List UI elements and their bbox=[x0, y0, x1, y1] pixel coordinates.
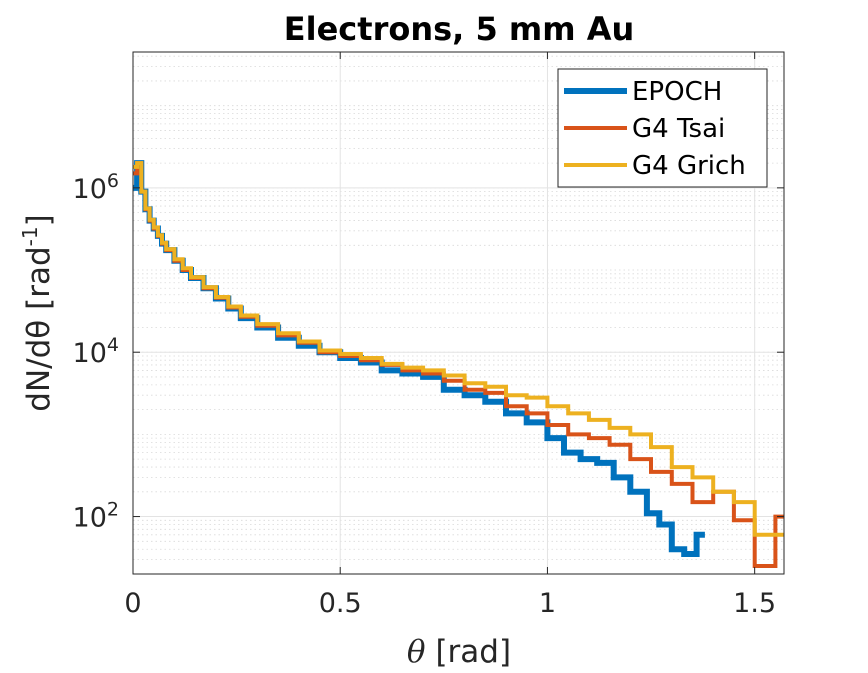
grid bbox=[132, 52, 784, 575]
y-tick-label: 104 bbox=[73, 334, 119, 369]
y-axis-label-close: ] bbox=[21, 214, 57, 226]
y-tick-label: 102 bbox=[73, 499, 119, 534]
series-line-g4-grich bbox=[133, 161, 784, 537]
series-lines bbox=[133, 160, 784, 568]
x-tick-label: 0.5 bbox=[319, 588, 362, 619]
x-tick-label: 1.5 bbox=[733, 588, 776, 619]
y-tick-label: 106 bbox=[73, 170, 119, 205]
legend-label: G4 Grich bbox=[632, 151, 746, 181]
legend-label: EPOCH bbox=[632, 77, 722, 107]
y-axis-label-main: dN/dθ [rad bbox=[21, 246, 57, 411]
plot-frame bbox=[132, 51, 785, 575]
y-axis-label-sup: -1 bbox=[18, 226, 42, 246]
x-axis-label: θ [rad] bbox=[407, 634, 511, 670]
tick-labels: 0 0.5 1 1.5 102 104 106 bbox=[73, 170, 777, 619]
chart-title: Electrons, 5 mm Au bbox=[284, 10, 634, 48]
legend-label: G4 Tsai bbox=[632, 114, 725, 144]
y-axis-label: dN/dθ [rad-1] bbox=[18, 214, 57, 411]
axis-ticks bbox=[132, 52, 784, 574]
legend: EPOCH G4 Tsai G4 Grich bbox=[557, 68, 768, 188]
svg-text:dN/dθ [rad-1]: dN/dθ [rad-1] bbox=[18, 214, 57, 411]
x-tick-label: 0 bbox=[124, 588, 141, 619]
x-tick-label: 1 bbox=[539, 588, 556, 619]
